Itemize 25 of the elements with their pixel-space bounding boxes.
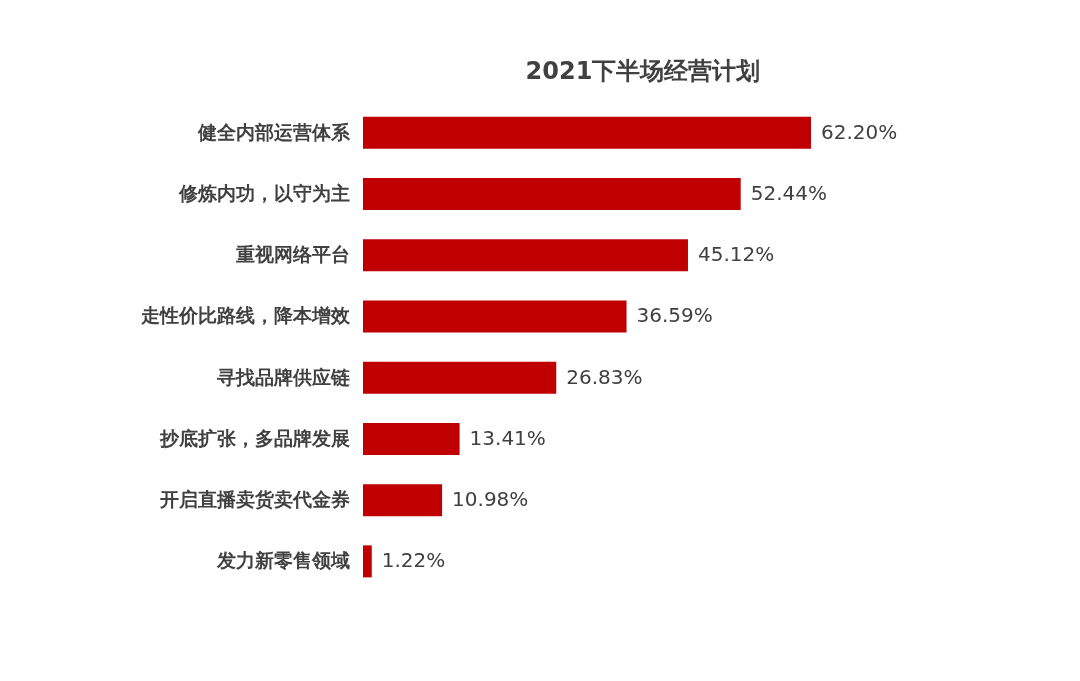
bar	[363, 116, 811, 149]
bar	[363, 484, 443, 517]
bar	[363, 361, 557, 394]
y-tick-label: 寻找品牌供应链	[215, 365, 351, 388]
data-label: 45.12%	[697, 242, 775, 267]
bar	[363, 545, 372, 578]
chart-title: 2021下半场经营计划	[525, 57, 761, 85]
y-tick-label: 健全内部运营体系	[196, 120, 351, 143]
data-label: 1.22%	[381, 548, 446, 573]
data-label: 13.41%	[469, 425, 546, 450]
data-label: 52.44%	[750, 180, 827, 205]
data-label: 26.83%	[566, 364, 643, 389]
data-label: 10.98%	[452, 487, 529, 512]
bar	[363, 422, 460, 455]
y-tick-label: 走性价比路线，降本增效	[139, 304, 351, 327]
y-tick-label: 发力新零售领域	[215, 549, 350, 572]
y-tick-label: 抄底扩张，多品牌发展	[158, 426, 350, 449]
bar	[363, 300, 627, 333]
data-label: 36.59%	[636, 303, 713, 328]
data-label: 62.20%	[821, 119, 898, 144]
y-tick-label: 修炼内功，以守为主	[177, 181, 350, 204]
bar	[363, 177, 741, 210]
y-tick-label: 重视网络平台	[234, 243, 350, 266]
y-tick-label: 开启直播卖货卖代金券	[158, 488, 350, 511]
bar	[363, 239, 688, 272]
